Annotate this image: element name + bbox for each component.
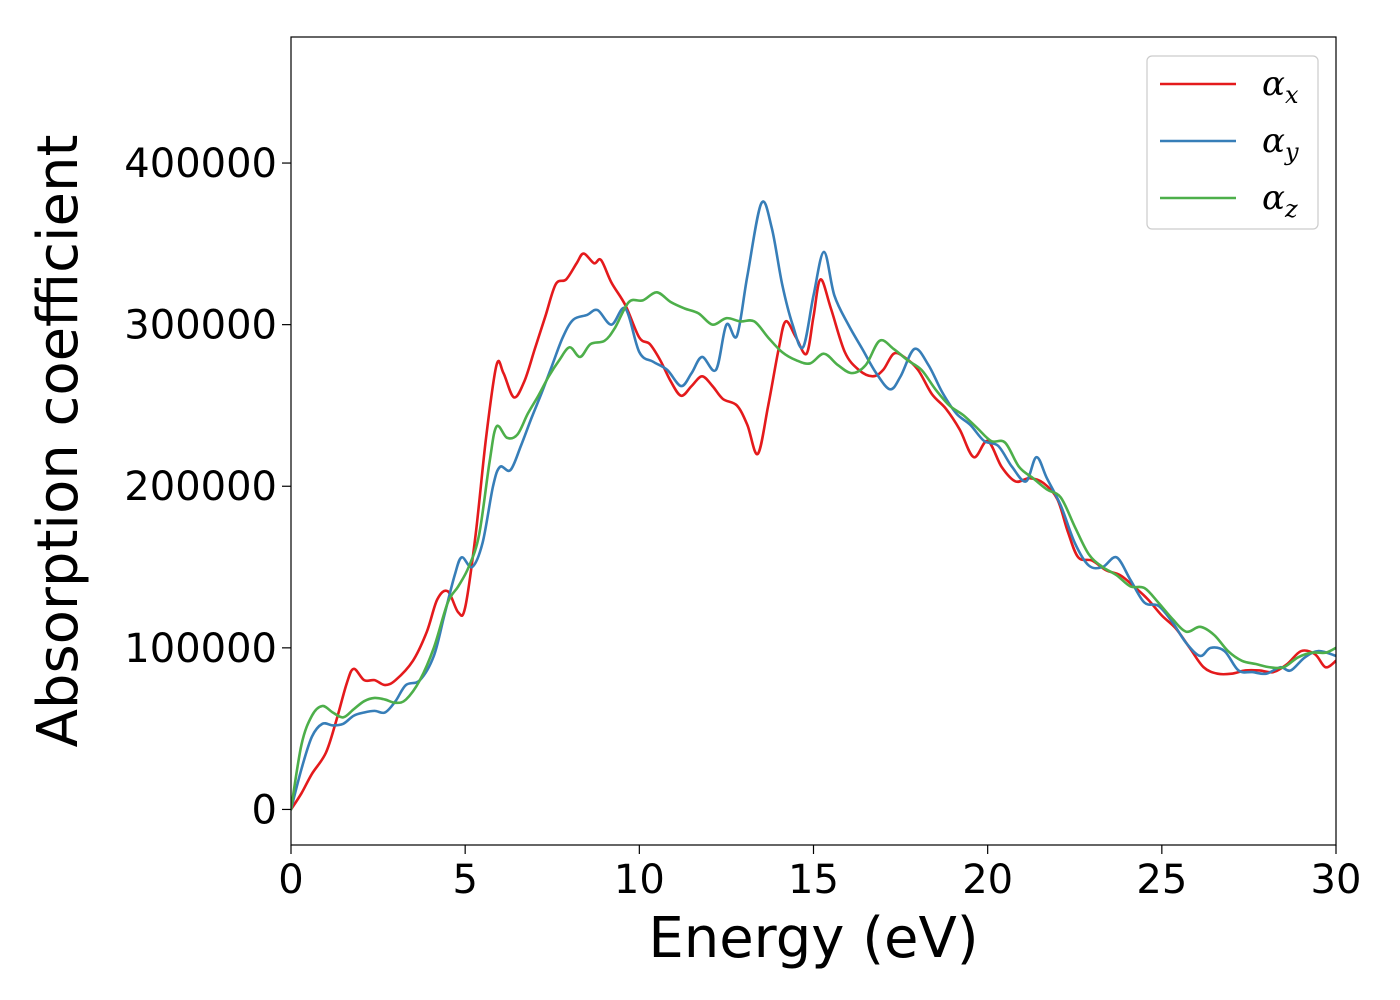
y-tick-label: 400000 [124,141,277,187]
legend-box [1146,55,1319,230]
y-tick-label: 300000 [124,303,277,349]
series-layer [291,200,1336,811]
x-tick-label: 25 [1136,857,1187,903]
series-line-alpha-x [291,252,1336,811]
x-axis-title: Energy (eV) [648,906,978,971]
x-tick-label: 15 [788,857,839,903]
x-tick-label: 30 [1311,857,1362,903]
series-line-alpha-z [291,291,1336,811]
ticks-layer: 0 5 10 15 20 25 30 0 100000 200000 300000 400000 [124,141,1361,903]
y-tick-label: 100000 [124,626,277,672]
legend-label-x: αx [1262,64,1299,109]
y-tick-label: 0 [252,787,277,833]
series-line-alpha-y [291,200,1336,811]
legend: αx αy αz [1146,55,1319,230]
y-tick-label: 200000 [124,464,277,510]
y-axis-title: Absorption coefficient [26,135,91,748]
legend-label-z: αz [1262,178,1298,223]
x-tick-label: 5 [452,857,477,903]
legend-label-y: αy [1262,121,1299,166]
x-tick-label: 20 [962,857,1013,903]
x-tick-label: 0 [278,857,303,903]
x-tick-label: 10 [614,857,665,903]
